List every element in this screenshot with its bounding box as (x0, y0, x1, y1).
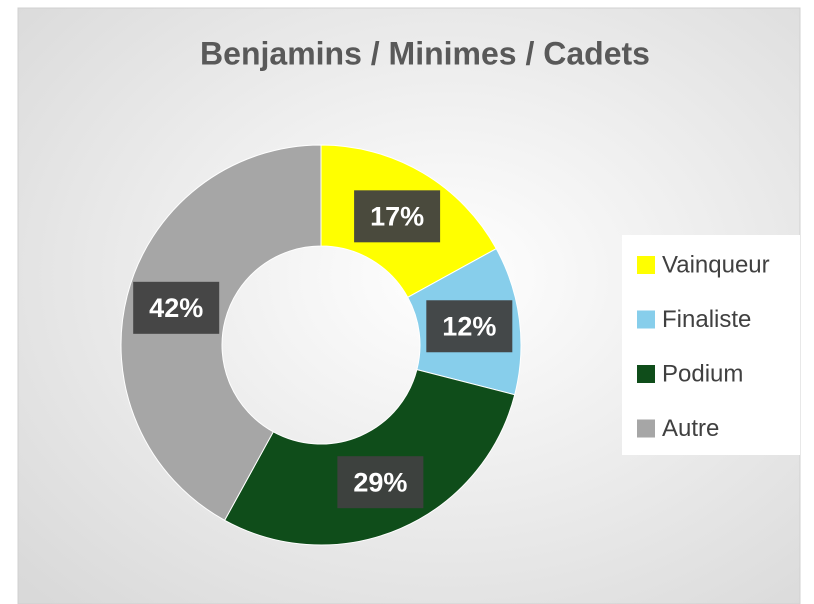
donut-segment (120, 144, 322, 521)
legend-label: Podium (662, 360, 743, 387)
legend-label: Autre (662, 415, 719, 442)
data-label: 29% (353, 467, 407, 497)
legend-label: Finaliste (662, 306, 751, 333)
data-label: 42% (149, 293, 203, 323)
data-label-box (337, 456, 424, 509)
chart-title: Benjamins / Minimes / Cadets (200, 35, 650, 71)
data-label: 17% (370, 201, 424, 231)
legend-marker (637, 419, 655, 438)
legend-marker (637, 365, 655, 383)
data-label-box (133, 281, 220, 334)
data-label-box (426, 300, 513, 353)
data-label-box (354, 190, 441, 243)
legend-marker (637, 310, 655, 329)
legend-label: Vainqueur (662, 251, 770, 278)
data-label: 12% (442, 311, 496, 341)
legend-marker (637, 256, 655, 274)
